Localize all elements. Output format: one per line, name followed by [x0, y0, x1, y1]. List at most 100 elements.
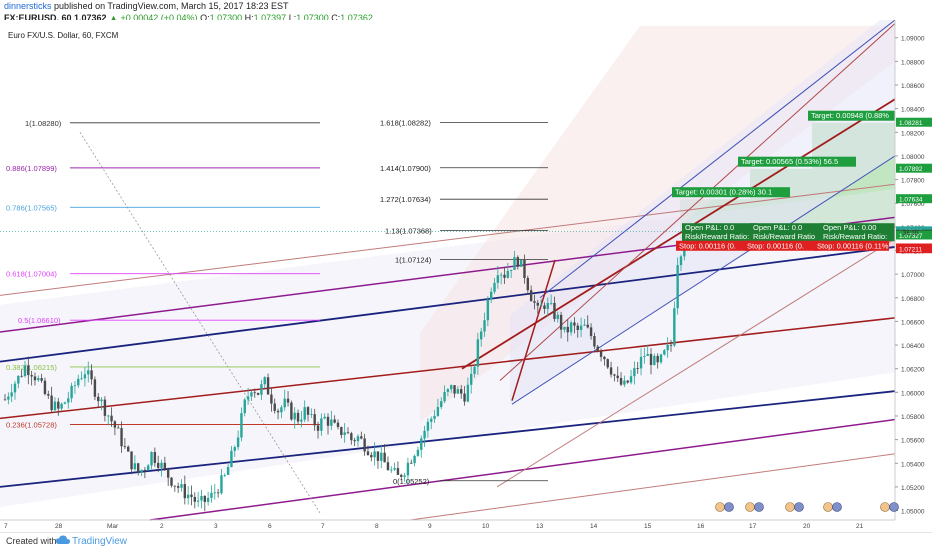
y-tick-label: 1.08400	[901, 107, 925, 114]
fib-level-label: 0.786(1.07565)	[6, 203, 57, 212]
fib-level-label: 0.236(1.05728)	[6, 420, 57, 429]
candle-body	[400, 474, 403, 477]
target-label: Target: 0.00565 (0.53%) 56.5	[741, 157, 838, 166]
x-tick-label: 10	[482, 523, 490, 530]
tradingview-brand[interactable]: TradingView	[72, 536, 128, 547]
low-value: 1.07300	[296, 13, 329, 23]
candle-body	[346, 432, 350, 434]
y-tick-label: 1.06600	[901, 319, 925, 326]
open-pnl-label: Open P&L: 0.00	[823, 223, 876, 232]
price-tag	[896, 230, 932, 240]
candle-body	[659, 354, 663, 363]
candle-body	[216, 492, 220, 494]
position-labels-layer: Target: 0.00301 (0.28%) 30.1 Open P&L: 0.…	[672, 110, 895, 251]
y-tick-label: 1.06000	[901, 390, 925, 397]
candle-body	[117, 427, 120, 429]
candle-body	[336, 422, 340, 428]
last-price: 1.07362	[74, 13, 107, 23]
symbol-title: Euro FX/U.S. Dollar, 60, FXCM	[8, 31, 119, 40]
candle-body	[97, 396, 100, 402]
pitchfork-faint-upper	[0, 183, 896, 296]
pitchfork-red-lower-thin	[496, 238, 896, 488]
candle-body	[539, 305, 543, 307]
candle-body	[433, 415, 436, 419]
candle-body	[47, 394, 50, 396]
candle-body	[526, 278, 530, 291]
pitchfork-blue-fill	[510, 20, 895, 405]
candle-body	[563, 326, 566, 330]
author-link[interactable]: dinnersticks	[4, 1, 52, 11]
candle-body	[180, 484, 183, 488]
candle-body	[206, 497, 210, 502]
candle-body	[536, 302, 539, 306]
candle-body	[370, 454, 373, 458]
countdown-label: 36:19	[903, 231, 919, 237]
y-tick-label: 1.07800	[901, 178, 925, 185]
published-text: published on TradingView.com, March 15, …	[54, 1, 289, 11]
x-tick-label: 16	[697, 523, 705, 530]
candle-body	[73, 385, 77, 387]
footer: Created with TradingView	[0, 532, 932, 551]
calendar-flag-icon	[785, 502, 795, 512]
candle-body	[416, 449, 420, 456]
y-tick-label: 1.06200	[901, 367, 925, 374]
candle-body	[446, 389, 450, 392]
candle-body	[636, 368, 639, 369]
candle-body	[466, 384, 470, 402]
position-zones-layer	[0, 20, 895, 507]
candle-body	[233, 447, 236, 451]
x-tick-label: Mar	[107, 523, 119, 530]
y-tick-label: 1.05800	[901, 414, 925, 421]
candle-body	[276, 410, 280, 413]
candle-body	[326, 416, 330, 426]
candle-body	[190, 494, 193, 497]
pitchfork-purple-lower	[149, 418, 896, 521]
x-tick-label: 9	[428, 523, 432, 530]
calendar-flag-icon	[832, 502, 842, 512]
candle-body	[673, 308, 676, 346]
x-tick-label: 8	[375, 523, 379, 530]
candle-body	[263, 377, 266, 385]
x-tick-label: 3	[214, 523, 218, 530]
candle-body	[120, 428, 123, 447]
candle-body	[573, 322, 576, 326]
price-tag-label: 1.07634	[899, 197, 923, 204]
candle-body	[566, 326, 569, 333]
pnl-box	[820, 223, 895, 242]
candle-body	[93, 379, 97, 397]
candle-body	[330, 419, 333, 426]
candle-body	[473, 366, 476, 374]
fib-layer: 1(1.08280) 0.886(1.07899) 0.786(1.07565) 0.…	[0, 119, 895, 486]
candle-body	[366, 451, 370, 455]
candle-body	[243, 399, 246, 414]
x-tick-label: 2	[160, 523, 164, 530]
price-tag	[896, 163, 932, 173]
candle-body	[403, 475, 406, 477]
candle-body	[90, 370, 93, 380]
candle-body	[107, 415, 110, 417]
stop-label-box	[814, 240, 889, 251]
fib-ext-label: 1.414(1.07900)	[380, 164, 431, 173]
candle-body	[450, 385, 453, 390]
stop-label-box	[676, 240, 751, 251]
candle-body	[413, 455, 416, 464]
candle-body	[166, 468, 170, 478]
candle-body	[23, 365, 27, 377]
price-chart[interactable]: 1(1.08280) 0.886(1.07899) 0.786(1.07565) 0.…	[0, 20, 932, 530]
candle-body	[543, 305, 546, 309]
candle-body	[10, 392, 13, 397]
fib-level-label: 0.618(1.07004)	[6, 270, 57, 279]
candle-body	[639, 356, 643, 369]
candle-body	[213, 492, 216, 494]
candle-body	[173, 485, 177, 487]
candle-body	[160, 462, 163, 468]
candle-body	[519, 259, 523, 267]
candle-body	[430, 418, 433, 422]
flag-icon	[745, 502, 755, 512]
candle-body	[143, 469, 147, 471]
candle-body	[386, 462, 390, 471]
candle-body	[83, 374, 87, 379]
stop-label: Stop: 0.00116 (0.	[679, 241, 736, 250]
ticker: FX:EURUSD, 60	[4, 13, 72, 23]
candle-body	[679, 256, 683, 266]
